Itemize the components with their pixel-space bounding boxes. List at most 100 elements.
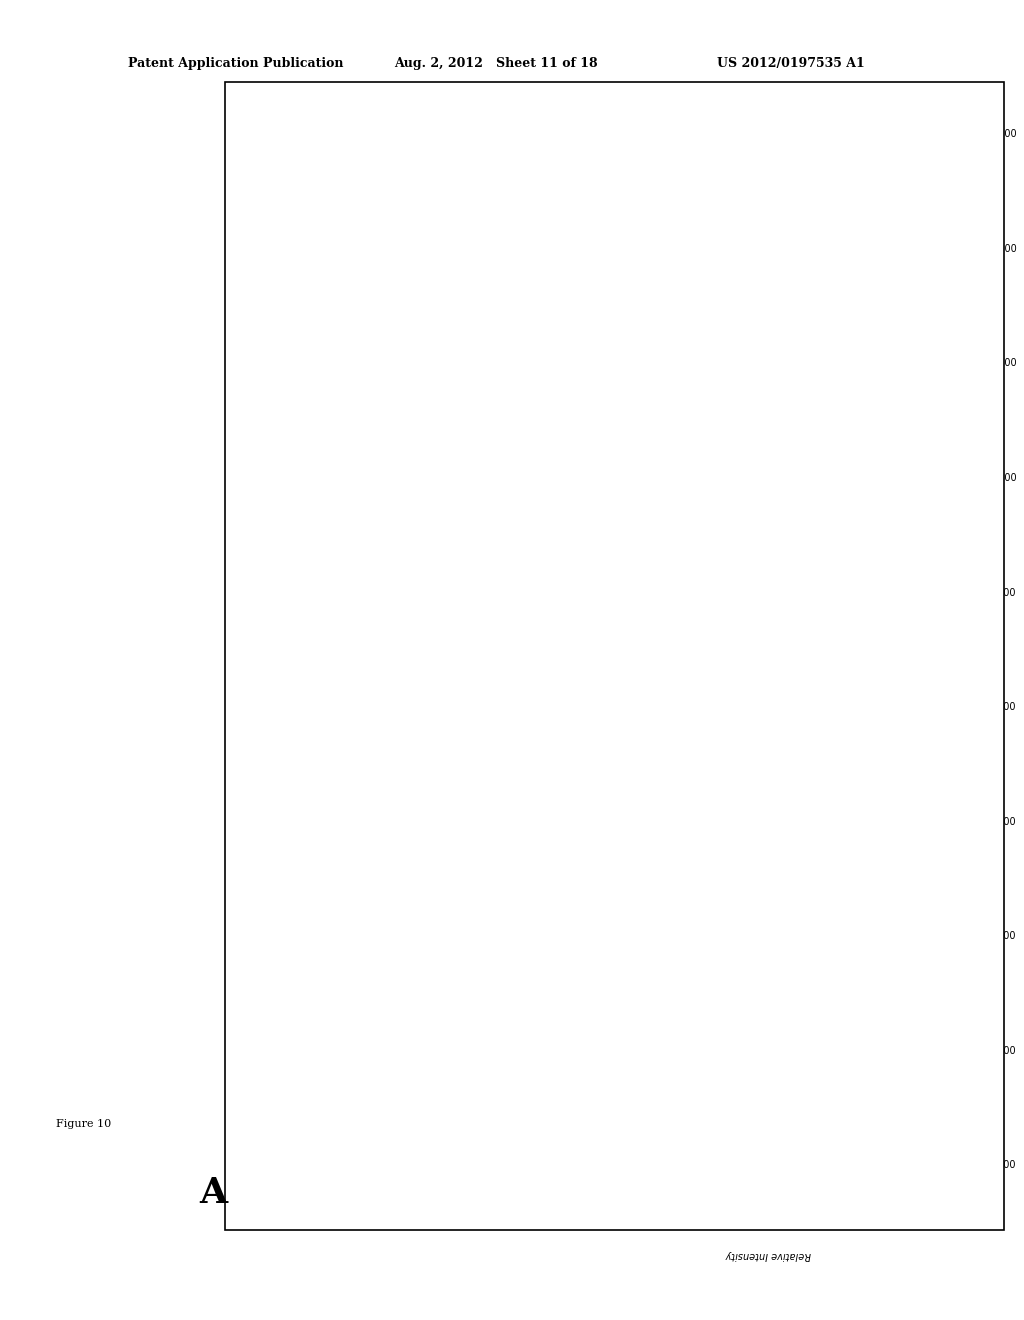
Text: +PEN (C-4')
2633.2867: +PEN (C-4') 2633.2867	[880, 180, 899, 224]
Bar	[950, 405, 975, 407]
Text: Aug. 2, 2012   Sheet 11 of 18: Aug. 2, 2012 Sheet 11 of 18	[394, 57, 598, 70]
Bar	[940, 516, 975, 517]
Bar	[924, 570, 975, 572]
Bar	[927, 213, 975, 214]
Bar	[941, 426, 975, 428]
Bar	[969, 569, 975, 570]
Bar	[959, 688, 975, 689]
Bar	[933, 337, 975, 338]
Text: O: O	[346, 799, 351, 803]
Bar	[951, 275, 975, 277]
Bar	[971, 842, 975, 845]
Text: -C12(3-OH)
1529.9581: -C12(3-OH) 1529.9581	[778, 994, 923, 1038]
Bar	[970, 1023, 975, 1026]
Bar	[959, 345, 975, 346]
Bar	[949, 309, 975, 312]
Ellipse shape	[352, 327, 480, 568]
Bar	[967, 399, 975, 401]
Bar	[970, 770, 975, 772]
Bar	[955, 185, 975, 186]
Bar	[971, 513, 975, 516]
Bar	[965, 657, 975, 660]
Bar	[935, 329, 975, 331]
Bar	[963, 709, 975, 710]
Text: 12: 12	[439, 932, 450, 941]
Text: 12: 12	[494, 708, 504, 717]
Bar	[918, 199, 975, 201]
Circle shape	[357, 805, 367, 828]
Bar	[967, 438, 975, 441]
Bar	[931, 467, 975, 469]
Text: Hexosamine': Hexosamine'	[381, 403, 452, 413]
Bar	[967, 391, 975, 392]
Bar	[956, 657, 975, 659]
Bar	[912, 393, 975, 396]
Bar	[970, 719, 975, 721]
Bar	[970, 576, 975, 578]
Bar	[970, 535, 975, 536]
Bar	[968, 379, 975, 380]
Text: NH$_2$: NH$_2$	[239, 1115, 256, 1127]
Bar	[969, 729, 975, 730]
Bar	[959, 418, 975, 420]
Bar	[971, 853, 975, 854]
Bar	[957, 564, 975, 565]
Bar	[945, 577, 975, 578]
Bar	[931, 350, 975, 351]
Bar	[971, 812, 975, 814]
Bar	[959, 337, 975, 339]
Bar	[971, 581, 975, 582]
Bar	[956, 198, 975, 201]
Bar	[966, 656, 975, 659]
Bar	[967, 678, 975, 680]
Bar	[964, 143, 975, 145]
Text: 12: 12	[511, 595, 521, 605]
Bar	[956, 668, 975, 669]
Bar	[793, 253, 975, 256]
Bar	[959, 145, 975, 147]
Bar	[961, 219, 975, 220]
Bar	[955, 480, 975, 483]
Text: O: O	[323, 838, 328, 843]
Bar	[962, 294, 975, 297]
Bar	[945, 488, 975, 490]
Bar	[919, 521, 975, 524]
Bar	[971, 261, 975, 264]
Bar	[968, 363, 975, 364]
Bar	[952, 317, 975, 318]
Bar	[968, 461, 975, 463]
Bar	[966, 718, 975, 721]
Bar	[971, 129, 975, 131]
Bar	[928, 255, 975, 256]
Bar	[929, 564, 975, 565]
Bar	[952, 487, 975, 488]
Bar	[934, 219, 975, 222]
Bar	[968, 801, 975, 803]
Bar	[928, 529, 975, 531]
Bar	[938, 412, 975, 414]
Bar	[942, 397, 975, 400]
Bar	[956, 137, 975, 140]
Text: -HPO3
1648.9538: -HPO3 1648.9538	[770, 858, 908, 899]
Bar	[925, 993, 975, 995]
Bar	[965, 170, 975, 173]
Bar	[968, 426, 975, 429]
Bar	[933, 206, 975, 209]
Bar	[953, 595, 975, 598]
Text: NH: NH	[370, 473, 382, 482]
Text: HO: HO	[298, 730, 311, 738]
Bar	[970, 648, 975, 649]
Bar	[946, 220, 975, 222]
Bar	[945, 302, 975, 305]
Text: P: P	[306, 916, 310, 925]
Bar	[967, 350, 975, 351]
Bar	[955, 165, 975, 166]
Bar	[959, 636, 975, 639]
Bar	[957, 282, 975, 284]
Bar	[959, 585, 975, 586]
Bar	[950, 234, 975, 235]
Bar	[910, 288, 975, 290]
Bar	[954, 440, 975, 442]
Text: -C12
1728.1217: -C12 1728.1217	[738, 768, 887, 809]
Bar	[922, 247, 975, 248]
